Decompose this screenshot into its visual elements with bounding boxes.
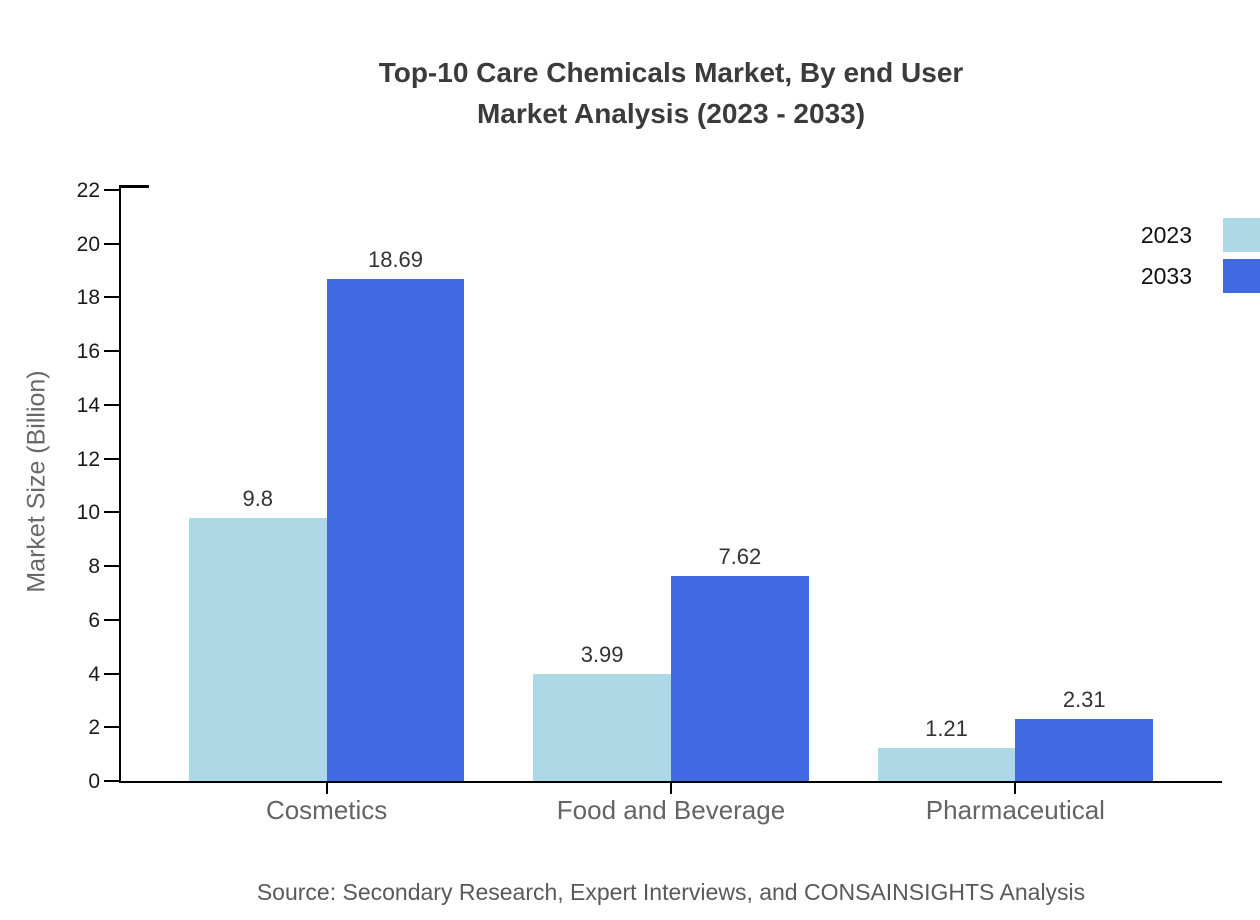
y-tick-label: 12: [76, 447, 100, 471]
y-axis-line: [119, 185, 121, 783]
bar-2033-food-and-beverage: [671, 576, 809, 781]
bar-2033-cosmetics: [326, 278, 465, 781]
bar-value-label: 2.31: [1062, 686, 1106, 712]
legend-label: 2033: [1140, 262, 1192, 289]
y-tick-mark: [104, 242, 119, 245]
bar-value-label: 9.8: [242, 485, 274, 511]
bar-2033-pharmaceutical: [1015, 718, 1154, 781]
bar-value-label: 7.62: [718, 544, 762, 570]
legend-item-2023: 2023: [1141, 218, 1260, 252]
y-tick-mark: [104, 296, 119, 299]
legend-swatch-icon: [1223, 259, 1260, 293]
y-tick-label: 6: [88, 608, 100, 632]
y-tick-label: 10: [76, 501, 100, 525]
category-label-cosmetics: Cosmetics: [265, 795, 388, 825]
y-tick-mark: [104, 457, 119, 460]
y-tick-label: 8: [88, 555, 100, 579]
y-tick-label: 4: [88, 662, 100, 686]
y-tick-label: 2: [88, 716, 100, 740]
y-tick-mark: [104, 780, 119, 782]
chart-title: Top-10 Care Chemicals Market, By end Use…: [120, 52, 1222, 134]
x-tick-mark: [670, 781, 672, 794]
y-tick-mark: [104, 726, 119, 729]
bar-2023-pharmaceutical: [877, 748, 1016, 781]
x-tick-mark: [1014, 781, 1017, 794]
bar-value-label: 18.69: [367, 246, 424, 272]
source-text: Source: Secondary Research, Expert Inter…: [256, 879, 1086, 905]
legend-label: 2023: [1140, 221, 1192, 248]
legend-item-2033: 2033: [1141, 259, 1260, 293]
y-tick-mark: [104, 565, 119, 568]
y-tick-mark: [104, 403, 119, 406]
category-label-food-and-beverage: Food and Beverage: [556, 795, 786, 825]
chart-title-line1: Top-10 Care Chemicals Market, By end Use…: [378, 57, 964, 88]
y-tick-label: 22: [76, 179, 100, 202]
y-tick-mark: [104, 350, 119, 353]
bar-2023-food-and-beverage: [533, 673, 671, 781]
y-tick-label: 16: [76, 340, 100, 364]
x-tick-mark: [325, 781, 328, 794]
bar-value-label: 3.99: [580, 641, 624, 667]
bar-value-label: 1.21: [925, 716, 968, 742]
y-tick-mark: [104, 618, 119, 621]
chart-title-line2: Market Analysis (2023 - 2033): [476, 98, 866, 129]
y-tick-label: 18: [76, 286, 100, 310]
legend: 2023 2033: [1141, 218, 1260, 300]
y-tick-label: 0: [88, 770, 100, 793]
y-tick-mark: [104, 189, 119, 191]
category-label-pharmaceutical: Pharmaceutical: [925, 795, 1105, 825]
y-tick-mark: [104, 672, 119, 675]
legend-swatch-icon: [1223, 218, 1260, 252]
y-axis-top-cap: [119, 185, 149, 188]
y-tick-mark: [104, 511, 119, 514]
bar-2023-cosmetics: [188, 517, 327, 781]
y-tick-label: 14: [76, 393, 100, 417]
y-tick-label: 20: [76, 232, 100, 256]
